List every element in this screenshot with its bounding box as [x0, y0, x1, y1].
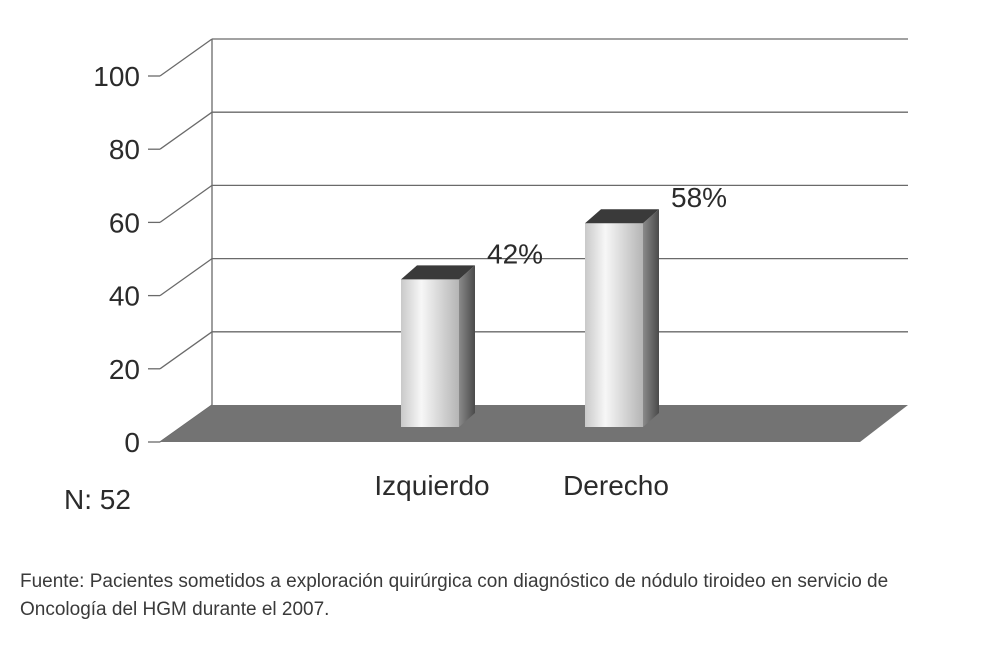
sample-size-note: N: 52 [64, 484, 131, 515]
bar-derecho [585, 209, 659, 427]
gridline-connector [159, 258, 213, 297]
y-tick-label: 0 [124, 427, 140, 458]
bar-izquierdo [401, 265, 475, 427]
bar-chart: 0 20 40 60 80 100 42% 58% Izquierdo Derecho [93, 38, 908, 501]
x-category-label: Derecho [563, 470, 669, 501]
y-tick-label: 100 [93, 61, 140, 92]
bar-front-face [585, 223, 643, 427]
y-tick-label: 60 [109, 207, 140, 238]
gridline-connector [159, 184, 213, 223]
y-tick-label: 40 [109, 281, 140, 312]
y-axis: 0 20 40 60 80 100 [93, 61, 160, 458]
bar-top-face [585, 209, 659, 224]
gridline-connector [159, 331, 213, 370]
source-note: Fuente: Pacientes sometidos a exploració… [20, 571, 889, 620]
data-labels: 42% 58% [487, 182, 727, 269]
floor-plane [160, 405, 908, 442]
gridlines [159, 38, 908, 443]
gridline-connector [159, 38, 213, 77]
y-tick-label: 20 [109, 354, 140, 385]
bar-top-face [401, 265, 475, 280]
gridline-connector [159, 111, 213, 150]
bars [401, 209, 659, 427]
chart-floor [160, 405, 908, 442]
x-axis: Izquierdo Derecho [374, 470, 669, 501]
bar-side-face [459, 265, 475, 427]
data-label: 58% [671, 182, 727, 213]
data-label: 42% [487, 238, 543, 269]
y-tick-label: 80 [109, 134, 140, 165]
bar-side-face [643, 209, 659, 427]
x-category-label: Izquierdo [374, 470, 489, 501]
bar-front-face [401, 279, 459, 427]
